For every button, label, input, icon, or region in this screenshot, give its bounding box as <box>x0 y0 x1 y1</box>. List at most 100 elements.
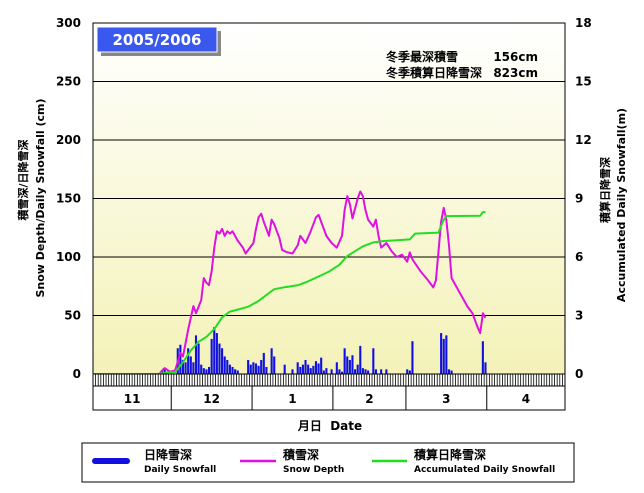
daily-snowfall-bar <box>484 362 487 374</box>
daily-snowfall-bar <box>325 368 328 374</box>
right-axis-label-en: Accumulated Daily Snowfall(m) <box>615 108 628 302</box>
right-axis-ticks: 0 3 6 9 12 15 18 <box>575 16 592 381</box>
left-axis-label-en: Snow Depth/Daily Snowfall (cm) <box>34 98 47 297</box>
left-axis-label-jp: 積雪深/日降雪深 <box>16 139 30 221</box>
right-tick-label: 18 <box>575 16 592 30</box>
daily-snowfall-bar <box>312 365 315 374</box>
daily-snowfall-bar <box>346 356 349 374</box>
daily-snowfall-bar <box>320 357 323 374</box>
daily-snowfall-bar <box>304 359 307 374</box>
daily-snowfall-bar <box>260 359 263 374</box>
daily-snowfall-bar <box>236 370 239 374</box>
daily-snowfall-bar <box>406 369 409 374</box>
daily-snowfall-bar <box>273 356 276 374</box>
left-tick-label: 50 <box>64 309 81 323</box>
daily-snowfall-bar <box>340 371 344 374</box>
daily-snowfall-bar <box>221 348 224 374</box>
legend-sub-accumulated: Accumulated Daily Snowfall <box>414 465 555 475</box>
daily-snowfall-bar <box>380 369 383 374</box>
daily-snowfall-bar <box>161 370 164 374</box>
grid-lines <box>93 81 565 316</box>
month-label: 4 <box>522 392 530 406</box>
daily-snowfall-bar <box>202 368 205 374</box>
season-label-box: 2005/2006 <box>96 26 221 56</box>
daily-snowfall-bar <box>257 365 260 374</box>
daily-snowfall-bar <box>299 366 302 374</box>
daily-snowfall-bar <box>296 362 299 374</box>
daily-snowfall-bar <box>179 344 182 374</box>
daily-snowfall-bar <box>226 359 229 374</box>
daily-snowfall-bar <box>335 362 338 374</box>
right-tick-label: 15 <box>575 75 592 89</box>
right-tick-label: 0 <box>575 367 583 381</box>
daily-snowfall-bar <box>317 363 320 374</box>
legend-item-snow-depth: 積雪深 Snow Depth <box>240 447 344 475</box>
month-label: 2 <box>365 392 373 406</box>
month-label: 3 <box>442 392 450 406</box>
daily-snowfall-bar <box>228 364 231 374</box>
daily-snowfall-bar <box>442 338 445 374</box>
daily-snowfall-bar <box>184 362 187 374</box>
daily-snowfall-bar <box>205 369 208 374</box>
month-label: 12 <box>203 392 220 406</box>
right-tick-label: 3 <box>575 309 583 323</box>
daily-snowfall-bar <box>343 348 346 374</box>
daily-snowfall-bar <box>249 364 252 374</box>
daily-snowfall-bar <box>359 345 362 374</box>
daily-snowfall-bar <box>408 370 411 374</box>
left-tick-label: 150 <box>56 192 81 206</box>
legend-name-daily-snowfall: 日降雪深 <box>144 447 192 462</box>
left-tick-label: 200 <box>56 133 81 147</box>
season-label: 2005/2006 <box>113 31 202 49</box>
daily-snowfall-bar <box>307 364 310 374</box>
daily-snowfall-bar <box>210 338 213 374</box>
left-axis-ticks: 0 50 100 150 200 250 300 <box>56 16 81 381</box>
daily-snowfall-bar <box>447 369 451 374</box>
daily-snowfall-bar <box>481 341 484 374</box>
daily-snowfall-bars <box>161 327 487 374</box>
daily-snowfall-bar <box>252 362 255 374</box>
daily-snowfall-bar <box>189 356 192 374</box>
snow-depth-line <box>94 190 487 375</box>
legend-name-snow-depth: 積雪深 <box>282 447 319 462</box>
daily-snowfall-bar <box>354 369 357 374</box>
daily-snowfall-bar <box>348 359 351 374</box>
daily-snowfall-bar <box>192 362 195 374</box>
daily-snowfall-bar <box>450 370 453 374</box>
daily-snowfall-bar <box>374 369 377 374</box>
left-tick-label: 0 <box>73 367 81 381</box>
legend-name-accumulated: 積算日降雪深 <box>413 447 486 462</box>
daily-snowfall-bar <box>314 361 318 374</box>
daily-snowfall-bar <box>265 366 268 374</box>
legend-sub-daily-snowfall: Daily Snowfall <box>144 465 216 475</box>
daily-snowfall-bar <box>361 368 364 374</box>
daily-snowfall-bar <box>411 341 414 374</box>
date-axis-day-ticks <box>92 373 566 387</box>
daily-snowfall-bar <box>194 335 198 374</box>
right-axis-label-jp: 積算日降雪深 <box>598 157 612 224</box>
accumulated-snowfall-line <box>94 211 486 375</box>
daily-snowfall-bar <box>187 348 190 374</box>
daily-snowfall-bar <box>215 333 218 374</box>
left-tick-label: 100 <box>56 250 81 264</box>
daily-snowfall-bar <box>207 366 211 374</box>
daily-snowfall-bar <box>223 356 226 374</box>
legend: 日降雪深 Daily Snowfall 積雪深 Snow Depth 積算日降雪… <box>81 442 575 483</box>
right-tick-label: 6 <box>575 250 583 264</box>
daily-snowfall-bar <box>356 364 359 374</box>
series-lines <box>94 190 487 375</box>
daily-snowfall-bar <box>200 364 203 374</box>
daily-snowfall-bar <box>218 343 221 374</box>
month-strip <box>92 385 566 411</box>
daily-snowfall-bar <box>213 327 216 374</box>
daily-snowfall-bar <box>270 348 273 374</box>
legend-sub-snow-depth: Snow Depth <box>283 465 344 475</box>
month-label: 1 <box>288 392 296 406</box>
stats-block: 冬季最深積雪 156cm 冬季積算日降雪深 823cm <box>386 49 538 80</box>
daily-snowfall-bar <box>283 364 286 374</box>
date-axis-months: 11 12 1 2 3 4 <box>92 385 566 411</box>
daily-snowfall-bar <box>385 369 388 374</box>
daily-snowfall-bar <box>440 333 443 374</box>
daily-snowfall-bar <box>163 369 166 374</box>
